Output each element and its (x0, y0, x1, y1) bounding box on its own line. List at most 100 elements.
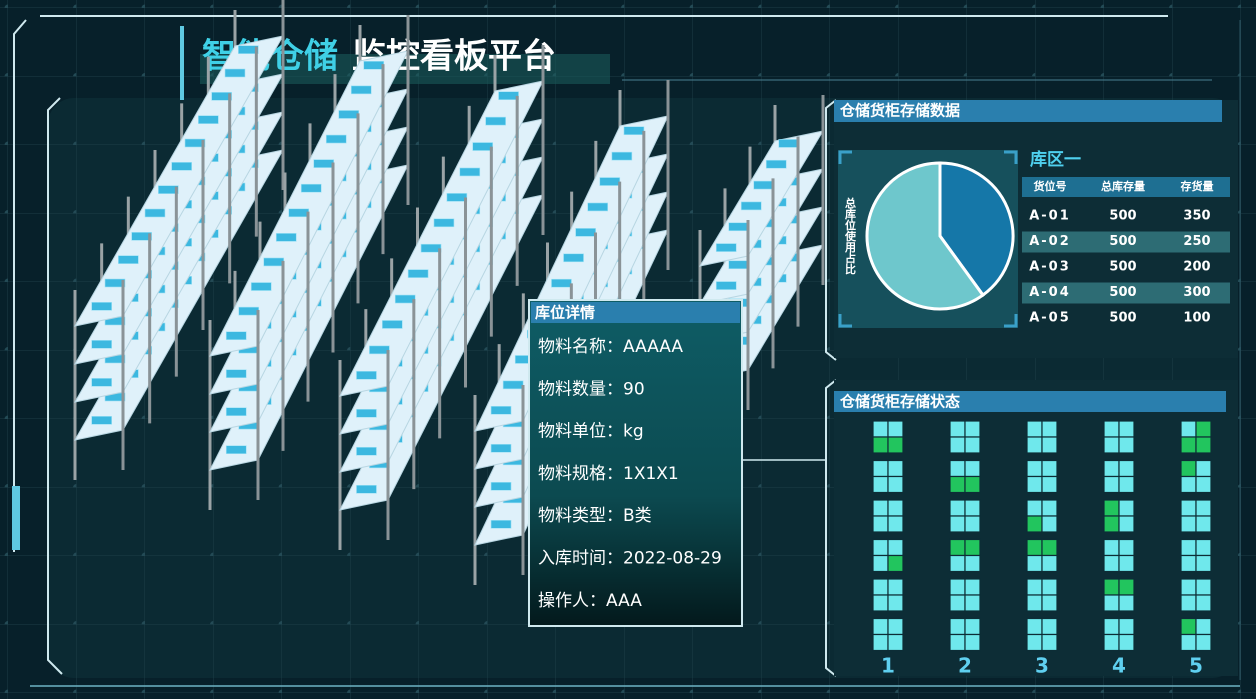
status-cell (949, 459, 966, 478)
status-cell (1195, 578, 1212, 596)
status-cell (1180, 475, 1197, 494)
field-label: 物料名称： (538, 337, 623, 357)
rack-box (611, 151, 633, 161)
status-cell (887, 499, 904, 517)
status-cell (1026, 617, 1043, 636)
status-cell (1026, 475, 1043, 494)
status-cell (1180, 633, 1197, 652)
status-cell (1195, 475, 1212, 494)
table-cell: 500 (1109, 260, 1136, 275)
status-cell (1026, 420, 1043, 438)
status-cell (1118, 554, 1135, 573)
rack-box (433, 218, 455, 228)
storage-header (834, 100, 1222, 122)
status-cell (964, 420, 981, 438)
status-cell (1041, 633, 1058, 652)
table-row-bg (1022, 231, 1230, 253)
rack-box (728, 260, 750, 270)
rack-box (356, 446, 377, 456)
rack-box (171, 162, 192, 171)
status-cell (1103, 594, 1120, 612)
popup-title: 库位详情 (535, 304, 595, 322)
table-header-bg (1022, 177, 1230, 197)
rack-box (778, 139, 800, 148)
status-cell (949, 515, 966, 533)
status-cell (949, 420, 966, 438)
status-cell (1041, 538, 1058, 557)
status-cell (964, 538, 981, 557)
status-cell (1026, 515, 1043, 533)
status-cell (887, 594, 904, 612)
status-cell (887, 515, 904, 533)
status-cell (1103, 420, 1120, 438)
status-cell (964, 515, 981, 533)
status-cell (1195, 515, 1212, 533)
status-column-label: 1 (881, 654, 895, 678)
status-cell (872, 594, 889, 612)
status-cell (1041, 594, 1058, 612)
rack-box (158, 185, 179, 194)
status-cell (1180, 459, 1197, 478)
rack-box (490, 481, 512, 491)
field-value: 2022-08-29 (623, 549, 722, 569)
status-cell (1026, 459, 1043, 478)
rack-box (490, 519, 512, 529)
pie-chart (865, 161, 1015, 311)
status-cell (1026, 499, 1043, 517)
rack-box (740, 201, 762, 211)
pie-corners (838, 150, 1018, 328)
pie-slice (938, 161, 1015, 298)
rack-box (238, 45, 259, 54)
table-cell: 300 (1183, 285, 1210, 300)
rack-box (715, 281, 737, 290)
rack-box (356, 370, 377, 380)
status-cell (1103, 578, 1120, 596)
field-value: 90 (623, 379, 645, 399)
status-cell (964, 459, 981, 478)
rack-box (184, 138, 206, 148)
status-cell (872, 499, 889, 517)
status-cell (887, 633, 904, 652)
storage-title: 仓储货柜存储数据 (839, 102, 960, 120)
table-row-bg (1022, 282, 1230, 304)
status-cell (1195, 420, 1212, 438)
status-cell (964, 499, 981, 517)
field-label: 物料单位： (538, 422, 623, 442)
status-cell (1180, 578, 1197, 596)
status-cell (1118, 578, 1135, 596)
rack-box (575, 228, 596, 237)
status-cell (1180, 594, 1197, 612)
status-cell (1195, 499, 1212, 517)
popup (528, 299, 743, 627)
rack-box (300, 183, 322, 193)
status-cell (1118, 594, 1135, 612)
frame (13, 15, 1241, 687)
table-cell: A-01 (1029, 209, 1071, 224)
status-cell (887, 538, 904, 557)
status-cell (1118, 499, 1135, 517)
status-cell (1026, 594, 1043, 612)
rack-box (91, 378, 112, 387)
rack-box (485, 116, 506, 126)
rack-box (288, 208, 310, 218)
status-cell (1195, 459, 1212, 478)
status-cell (872, 459, 889, 478)
rack-box (338, 110, 360, 119)
status-cell (964, 578, 981, 596)
status-cell (887, 459, 904, 478)
rack-box (587, 202, 609, 212)
status-cell (1103, 633, 1120, 652)
status-cell (1180, 515, 1197, 533)
zone-title: 库区一 (1030, 149, 1081, 170)
rack-box (144, 208, 166, 218)
rack-box (490, 443, 512, 453)
field-value: AAA (606, 591, 642, 611)
status-cell (1103, 515, 1120, 533)
status-cell (1180, 554, 1197, 573)
rack-box (753, 180, 775, 190)
field-label: 操作人： (538, 591, 606, 611)
status-column-label: 2 (958, 654, 972, 678)
rack-box (551, 278, 572, 288)
status-cell (1180, 538, 1197, 557)
